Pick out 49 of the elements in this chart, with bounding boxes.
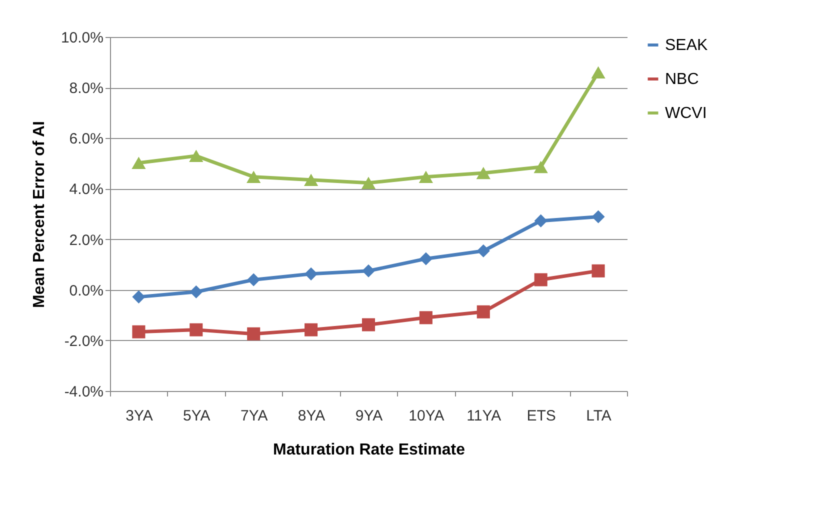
point	[189, 150, 204, 162]
y-tick-label: -4.0%	[64, 384, 104, 400]
y-tick-label: 10.0%	[60, 30, 104, 46]
point	[362, 318, 376, 332]
point	[247, 327, 260, 340]
point	[591, 66, 606, 79]
y-axis-title: Mean Percent Error of AI	[30, 120, 48, 308]
point	[246, 170, 261, 183]
legend-label: SEAK	[665, 37, 708, 54]
y-tick-label: 4.0%	[69, 181, 104, 198]
x-axis-title: Maturation Rate Estimate	[272, 442, 466, 458]
point	[190, 323, 203, 336]
x-tick-label: 9YA	[355, 408, 383, 424]
point	[534, 273, 548, 286]
point	[247, 273, 260, 286]
point	[418, 170, 434, 183]
x-tick-label: 8YA	[298, 408, 326, 424]
point	[419, 311, 432, 324]
x-tick-label: 7YA	[240, 408, 268, 424]
legend-label: WCVI	[665, 105, 707, 122]
point	[132, 325, 146, 338]
point	[361, 176, 376, 190]
point	[132, 156, 146, 170]
point	[419, 252, 432, 266]
point	[592, 210, 605, 224]
y-tick-label: 0.0%	[69, 282, 104, 300]
x-tick-label: 10YA	[408, 408, 444, 424]
y-tick-label: 6.0%	[69, 130, 104, 148]
point	[534, 214, 548, 228]
point	[534, 160, 548, 174]
point	[304, 174, 318, 186]
x-tick-label: ETS	[526, 408, 556, 424]
point	[592, 264, 605, 278]
y-tick-label: 2.0%	[69, 232, 104, 249]
y-tick-label: -2.0%	[64, 332, 104, 350]
x-tick-label: 3YA	[126, 408, 153, 424]
legend-label: NBC	[665, 71, 699, 88]
point	[476, 244, 490, 258]
y-tick-label: 8.0%	[69, 80, 104, 98]
point	[304, 267, 318, 280]
x-tick-label: LTA	[586, 408, 612, 424]
point	[476, 166, 490, 180]
point	[190, 285, 203, 298]
x-tick-label: 5YA	[183, 408, 210, 424]
point	[132, 290, 146, 304]
point	[476, 305, 490, 318]
point	[362, 264, 376, 278]
point	[304, 323, 318, 336]
x-tick-label: 11YA	[466, 408, 502, 424]
